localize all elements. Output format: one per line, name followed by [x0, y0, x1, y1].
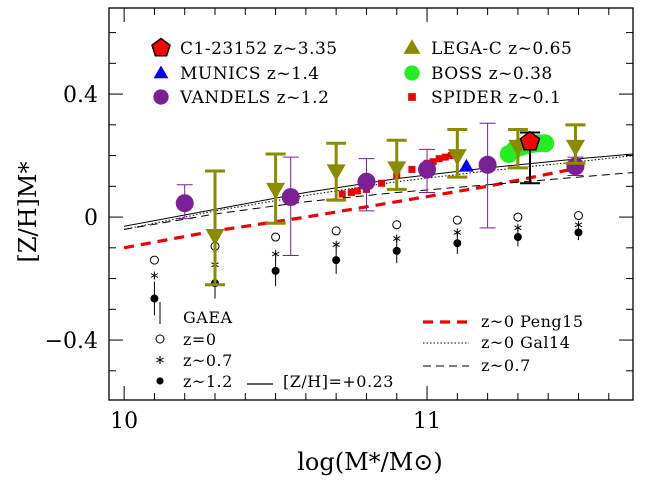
point-spider-z01-4 — [378, 179, 386, 187]
legend-gaea-z0: z=0 — [183, 330, 217, 349]
legend-offset-note: [Z/H]=+0.23 — [283, 372, 394, 391]
x-tick-label: 10 — [110, 409, 138, 434]
point-spider-z01-9 — [435, 155, 443, 163]
point-vandels-z12-4 — [478, 155, 497, 174]
legend-marker-gaea-z07 — [156, 356, 164, 364]
legend-label-boss: BOSS z~0.38 — [431, 64, 553, 84]
point-spider-z01-2 — [353, 187, 361, 195]
point-gaea-z12-2 — [271, 266, 280, 275]
point-lega-c-z065-6 — [565, 139, 585, 157]
point-gaea-z0-3 — [331, 226, 341, 236]
legend-line-gal14: z~0 Gal14 — [481, 333, 570, 352]
legend-marker-spider — [408, 93, 416, 101]
legend-label-munics: MUNICS z~1.4 — [180, 64, 320, 84]
point-munics-z14-0 — [459, 158, 474, 172]
point-boss-z038-6 — [536, 134, 555, 153]
legend-label-vandels: VANDELS z~1.2 — [179, 88, 329, 108]
point-gaea-z12-6 — [513, 233, 522, 242]
x-tick-label: 11 — [413, 409, 441, 434]
point-gaea-z0-4 — [392, 220, 402, 230]
point-gaea-z12-3 — [332, 256, 341, 265]
y-tick-label: 0 — [84, 206, 98, 231]
legend-gaea-z07: z~0.7 — [183, 351, 233, 370]
point-gaea-z12-0 — [150, 294, 159, 303]
legend-marker-c1 — [151, 37, 171, 57]
point-vandels-z12-0 — [175, 194, 194, 213]
legend-marker-vandels — [153, 89, 169, 105]
y-tick-label: −0.4 — [45, 329, 98, 354]
legend-label-legac: LEGA-C z~0.65 — [431, 39, 572, 59]
legend-line-z07: z~0.7 — [481, 356, 531, 375]
x-axis-title: log(M*/M⊙) — [297, 448, 443, 476]
plot-area — [123, 122, 634, 316]
errorbar-vandels-z12-4 — [479, 122, 496, 229]
point-spider-z01-11 — [447, 152, 455, 160]
legend-gaea-z12: z~1.2 — [183, 372, 233, 391]
point-spider-z01-1 — [347, 188, 355, 196]
point-gaea-z0-6 — [513, 212, 523, 222]
legend-marker-gaea-z0 — [155, 334, 165, 344]
errorbar-lega-c-z065-0 — [205, 169, 226, 287]
y-tick-label: 0.4 — [63, 83, 98, 108]
axis-ticks: 10 11 −0.4 0 0.4 — [45, 8, 633, 434]
legend-label-spider: SPIDER z~0.1 — [431, 88, 561, 108]
legend-marker-legac — [403, 39, 421, 54]
line-z-0-peng15 — [123, 166, 579, 250]
errorbar-vandels-z12-1 — [282, 156, 299, 256]
legend-marker-munics — [153, 65, 169, 79]
point-lega-c-z065-2 — [326, 164, 346, 181]
point-spider-z01-0 — [338, 190, 346, 198]
point-lega-c-z065-4 — [447, 149, 467, 166]
point-lega-c-z065-1 — [266, 182, 286, 200]
legend-gaea-title: GAEA — [183, 308, 233, 327]
plot-frame — [108, 7, 634, 401]
legend-label-c1: C1-23152 z~3.35 — [180, 39, 338, 59]
point-spider-z01-10 — [441, 153, 449, 161]
point-vandels-z12-2 — [357, 172, 376, 191]
y-axis-title: [Z/H]M* — [14, 162, 42, 263]
point-gaea-z0-0 — [149, 255, 159, 265]
point-spider-z01-8 — [429, 158, 437, 166]
legend-line-peng15: z~0 Peng15 — [481, 312, 584, 331]
point-lega-c-z065-3 — [387, 161, 407, 178]
legend-marker-boss — [404, 65, 420, 81]
point-gaea-z0-5 — [452, 215, 462, 225]
point-gaea-z12-7 — [574, 228, 583, 237]
point-vandels-z12-3 — [418, 160, 437, 179]
point-vandels-z12-1 — [281, 188, 300, 207]
point-gaea-z0-2 — [271, 232, 281, 242]
point-lega-c-z065-0 — [205, 229, 225, 246]
point-gaea-z0-7 — [573, 211, 583, 221]
legend: C1-23152 z~3.35 MUNICS z~1.4 VANDELS z~1… — [151, 37, 584, 391]
point-spider-z01-6 — [408, 165, 416, 173]
legend-marker-gaea-z12 — [156, 377, 164, 385]
point-gaea-z07-0 — [150, 271, 159, 280]
point-c1-23152-z335-0 — [519, 130, 541, 151]
point-gaea-z12-4 — [392, 246, 401, 255]
point-gaea-z12-5 — [453, 239, 462, 248]
